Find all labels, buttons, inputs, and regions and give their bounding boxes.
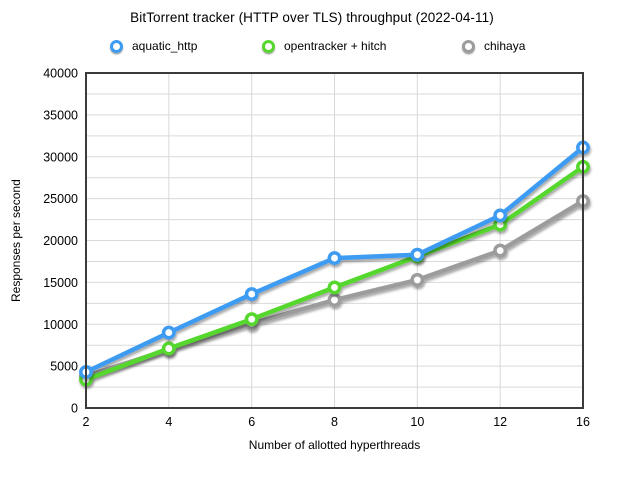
legend: aquatic_http opentracker + hitch chihaya xyxy=(0,39,624,57)
legend-item-opentracker-hitch: opentracker + hitch xyxy=(262,39,386,53)
x-axis-title: Number of allotted hyperthreads xyxy=(248,438,421,452)
y-tick-label: 5000 xyxy=(50,360,78,374)
x-tick-label: 12 xyxy=(493,415,507,429)
y-tick-label: 25000 xyxy=(43,192,78,206)
x-tick-label: 16 xyxy=(576,415,590,429)
y-tick-label: 15000 xyxy=(43,276,78,290)
y-tick-label: 35000 xyxy=(43,108,78,122)
data-point-marker xyxy=(327,251,342,266)
x-tick-label: 4 xyxy=(165,415,172,429)
legend-item-chihaya: chihaya xyxy=(462,39,525,53)
legend-label: opentracker + hitch xyxy=(284,39,387,53)
y-tick-label: 0 xyxy=(71,402,78,416)
legend-marker-icon xyxy=(110,39,123,53)
legend-label: chihaya xyxy=(484,39,526,53)
data-point-marker xyxy=(161,341,176,356)
legend-item-aquatic-http: aquatic_http xyxy=(110,39,197,53)
x-tick-label: 10 xyxy=(410,415,424,429)
y-tick-label: 20000 xyxy=(43,234,78,248)
data-point-marker xyxy=(244,312,259,327)
data-point-marker xyxy=(410,247,425,262)
plot-border xyxy=(85,72,584,409)
chart-title: BitTorrent tracker (HTTP over TLS) throu… xyxy=(130,10,494,25)
data-point-marker xyxy=(410,272,425,287)
legend-marker-icon xyxy=(462,39,475,53)
data-point-marker xyxy=(493,243,508,258)
data-point-marker xyxy=(327,293,342,307)
x-tick-label: 2 xyxy=(83,415,90,429)
data-point-marker xyxy=(493,208,508,223)
legend-label: aquatic_http xyxy=(132,39,198,53)
x-tick-label: 6 xyxy=(248,415,255,429)
data-point-marker xyxy=(244,287,259,302)
gridlines xyxy=(86,73,583,408)
x-tick-label: 8 xyxy=(331,415,338,429)
legend-marker-icon xyxy=(262,39,275,53)
y-tick-label: 10000 xyxy=(43,318,78,332)
data-point-marker xyxy=(161,325,176,340)
data-point-marker xyxy=(327,280,342,295)
y-tick-label: 30000 xyxy=(43,150,78,164)
y-tick-label: 40000 xyxy=(43,67,78,81)
axis-tick-labels: 0 5000 10000 15000 20000 25000 30000 35000 40000… xyxy=(43,67,590,430)
